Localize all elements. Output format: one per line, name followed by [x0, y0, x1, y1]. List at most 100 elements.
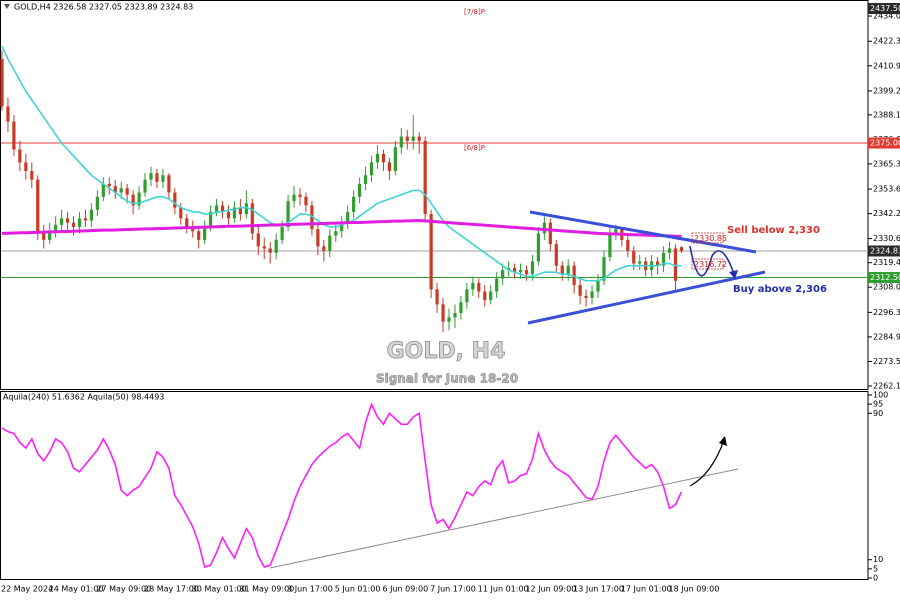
- candle-body: [232, 207, 237, 219]
- candle-body: [393, 147, 397, 172]
- candle-body: [417, 136, 421, 141]
- y-tick-label: 2353.60: [873, 185, 900, 194]
- candle-body: [673, 248, 678, 281]
- candle-body: [548, 222, 552, 245]
- x-tick-label: 27 May 09:00: [96, 585, 151, 594]
- candle-body: [411, 136, 415, 141]
- candle-body: [77, 218, 82, 227]
- y-tick-label: 2388.10: [873, 110, 900, 119]
- x-tick-label: 5 Jun 01:00: [335, 585, 381, 594]
- price-box-label: 2330.85: [694, 234, 727, 243]
- price-level-tag: [868, 137, 900, 149]
- x-tick-label: 7 Jun 17:00: [430, 585, 476, 594]
- x-tick-label: 22 May 2024: [1, 585, 53, 594]
- indicator-line: [1, 401, 683, 569]
- candle-body: [149, 173, 153, 180]
- candle-body: [36, 179, 40, 234]
- candle-body: [95, 196, 99, 210]
- candle-body: [89, 209, 93, 221]
- price-level-tag: [868, 3, 900, 15]
- candle-body: [155, 173, 159, 182]
- y-tick-label: 2284.90: [873, 332, 900, 341]
- candle-body: [280, 226, 284, 240]
- candle-body: [0, 59, 4, 107]
- price-pane: [0, 0, 869, 390]
- candle-body: [83, 218, 88, 221]
- candle-body: [560, 265, 564, 275]
- candle-body: [346, 211, 350, 223]
- watermark-title: GOLD, H4: [387, 339, 506, 364]
- candle-body: [524, 269, 529, 275]
- candle-body: [119, 188, 123, 193]
- candle-body: [12, 121, 16, 150]
- candle-body: [310, 205, 314, 230]
- candle-body: [262, 246, 266, 249]
- candle-body: [244, 203, 248, 215]
- candle-body: [316, 229, 320, 247]
- candle-body: [369, 162, 374, 176]
- candle-body: [358, 183, 362, 197]
- symbol-icon: [4, 4, 10, 9]
- y-tick-label: 2342.20: [873, 209, 900, 218]
- candle-body: [608, 233, 612, 258]
- y-tick-label: 2262.10: [873, 381, 900, 390]
- candle-body: [250, 203, 254, 234]
- candle-body: [387, 162, 391, 172]
- y-tick-label: 2422.30: [873, 37, 900, 46]
- candle-body: [298, 194, 302, 197]
- candle-body: [614, 229, 618, 234]
- murrey-label: [7/8]P: [464, 8, 485, 16]
- candle-body: [542, 222, 546, 234]
- candle-body: [71, 222, 76, 227]
- candle-body: [679, 247, 684, 251]
- candle-body: [185, 218, 189, 227]
- candle-body: [197, 231, 201, 240]
- y-tick-label: 90: [873, 409, 883, 418]
- candle-body: [459, 302, 463, 314]
- candle-body: [54, 224, 58, 232]
- y-tick-label: 2399.20: [873, 86, 900, 95]
- x-tick-label: 6 Jun 09:00: [382, 585, 428, 594]
- candle-body: [340, 222, 344, 232]
- candle-body: [274, 239, 278, 253]
- candle-body: [179, 207, 183, 219]
- candle-body: [477, 282, 481, 292]
- candle-body: [512, 267, 517, 273]
- candle-body: [507, 267, 511, 270]
- x-tick-label: 12 Jun 09:00: [525, 585, 576, 594]
- x-tick-label: 11 Jun 01:00: [478, 585, 529, 594]
- candle-body: [143, 179, 147, 193]
- candle-body: [381, 153, 386, 163]
- candle-body: [667, 248, 672, 253]
- candle-body: [530, 261, 535, 275]
- x-tick-label: 17 Jun 01:00: [621, 585, 672, 594]
- price-level-label: 2437.50: [870, 4, 900, 13]
- candle-body: [375, 153, 380, 163]
- candle-body: [578, 285, 582, 296]
- candle-body: [161, 175, 165, 182]
- x-tick-label: 28 May 17:00: [144, 585, 199, 594]
- y-tick-label: 2273.50: [873, 357, 900, 366]
- candle-body: [423, 140, 427, 215]
- candle-body: [489, 291, 493, 301]
- candle-body: [268, 248, 272, 253]
- indicator-title: Aquila(240) 51.6362 Aquila(50) 98.4493: [3, 393, 164, 402]
- candle-body: [173, 192, 177, 208]
- candle-body: [65, 218, 70, 223]
- candle-body: [322, 246, 326, 251]
- candle-body: [286, 201, 290, 227]
- candle-body: [304, 196, 308, 206]
- indicator-arrowhead: [719, 436, 727, 446]
- candle-body: [191, 226, 195, 232]
- candle-body: [554, 244, 558, 266]
- triangle-upper-line: [529, 210, 757, 254]
- candle-body: [602, 257, 606, 281]
- candle-body: [220, 205, 225, 212]
- candle-body: [334, 231, 338, 236]
- y-tick-label: 100: [873, 391, 888, 400]
- candle-body: [471, 282, 475, 290]
- y-tick-label: 10: [873, 555, 883, 564]
- price-level-tag: [868, 272, 900, 284]
